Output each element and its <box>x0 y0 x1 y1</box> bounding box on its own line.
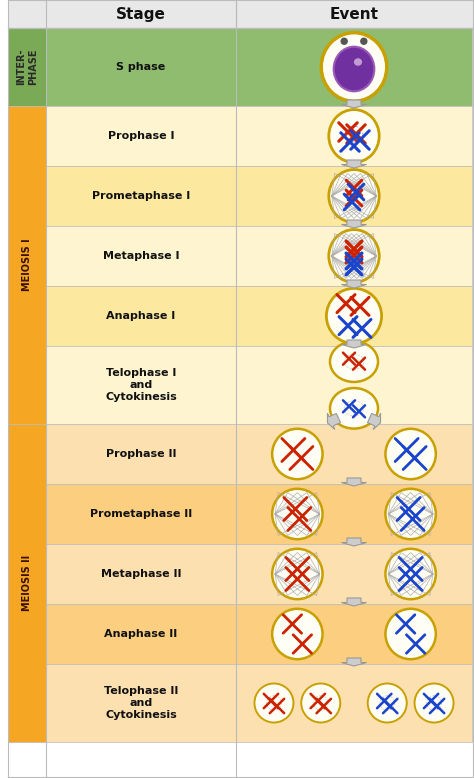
Text: Metaphase II: Metaphase II <box>101 569 181 579</box>
Ellipse shape <box>385 489 436 539</box>
Bar <box>46 286 236 346</box>
FancyArrow shape <box>341 538 366 546</box>
Bar <box>8 106 46 424</box>
Ellipse shape <box>272 489 323 539</box>
Text: S phase: S phase <box>117 62 165 72</box>
Bar <box>236 544 472 604</box>
Bar <box>236 484 472 544</box>
Ellipse shape <box>301 684 340 723</box>
Bar <box>236 424 472 484</box>
Text: Anaphase I: Anaphase I <box>106 311 176 321</box>
FancyArrow shape <box>341 220 366 228</box>
Ellipse shape <box>334 47 374 91</box>
Bar <box>8 424 46 742</box>
Ellipse shape <box>385 429 436 479</box>
FancyArrow shape <box>341 598 366 606</box>
FancyArrow shape <box>328 413 340 429</box>
Ellipse shape <box>330 388 378 429</box>
Bar <box>236 166 472 226</box>
Text: MEIOSIS I: MEIOSIS I <box>22 239 32 291</box>
Ellipse shape <box>368 684 407 723</box>
Text: Anaphase II: Anaphase II <box>104 629 178 639</box>
Text: Event: Event <box>329 6 379 22</box>
Ellipse shape <box>327 289 382 344</box>
Bar <box>46 484 236 544</box>
Bar <box>46 424 236 484</box>
Bar <box>46 544 236 604</box>
Bar <box>8 28 46 106</box>
Text: Telophase II
and
Cytokinesis: Telophase II and Cytokinesis <box>104 686 178 720</box>
Text: Prometaphase I: Prometaphase I <box>92 191 190 201</box>
FancyArrow shape <box>341 478 366 486</box>
Ellipse shape <box>329 170 379 223</box>
Ellipse shape <box>329 110 379 163</box>
FancyArrow shape <box>341 160 366 168</box>
Circle shape <box>341 38 347 44</box>
FancyArrow shape <box>341 280 366 288</box>
Circle shape <box>361 38 367 44</box>
Ellipse shape <box>255 684 293 723</box>
Ellipse shape <box>385 548 436 599</box>
Ellipse shape <box>321 33 387 101</box>
Bar <box>236 664 472 742</box>
Text: INTER-
PHASE: INTER- PHASE <box>16 49 38 86</box>
Bar <box>46 166 236 226</box>
Bar <box>236 226 472 286</box>
Bar <box>46 226 236 286</box>
Bar <box>46 28 236 106</box>
Ellipse shape <box>385 609 436 659</box>
Bar <box>236 28 472 106</box>
Ellipse shape <box>329 230 379 282</box>
Bar <box>46 604 236 664</box>
Text: Prophase I: Prophase I <box>108 131 174 141</box>
FancyArrow shape <box>341 100 366 108</box>
Text: Prophase II: Prophase II <box>106 449 176 459</box>
Text: Metaphase I: Metaphase I <box>103 251 179 261</box>
Bar <box>236 286 472 346</box>
Ellipse shape <box>415 684 454 723</box>
Bar <box>236 604 472 664</box>
FancyArrow shape <box>341 340 366 348</box>
Ellipse shape <box>272 548 323 599</box>
Text: MEIOSIS II: MEIOSIS II <box>22 555 32 611</box>
Bar <box>236 106 472 166</box>
Bar <box>46 664 236 742</box>
Text: Prometaphase II: Prometaphase II <box>90 509 192 519</box>
Text: Telophase I
and
Cytokinesis: Telophase I and Cytokinesis <box>105 369 177 401</box>
Ellipse shape <box>354 58 362 66</box>
Text: Stage: Stage <box>116 6 166 22</box>
Ellipse shape <box>272 609 323 659</box>
Ellipse shape <box>272 429 323 479</box>
Bar <box>46 106 236 166</box>
FancyArrow shape <box>341 658 366 666</box>
Bar <box>236 346 472 424</box>
FancyArrow shape <box>367 413 381 429</box>
Ellipse shape <box>330 342 378 382</box>
Bar <box>8 0 474 28</box>
Bar <box>46 346 236 424</box>
Bar <box>0 0 8 778</box>
